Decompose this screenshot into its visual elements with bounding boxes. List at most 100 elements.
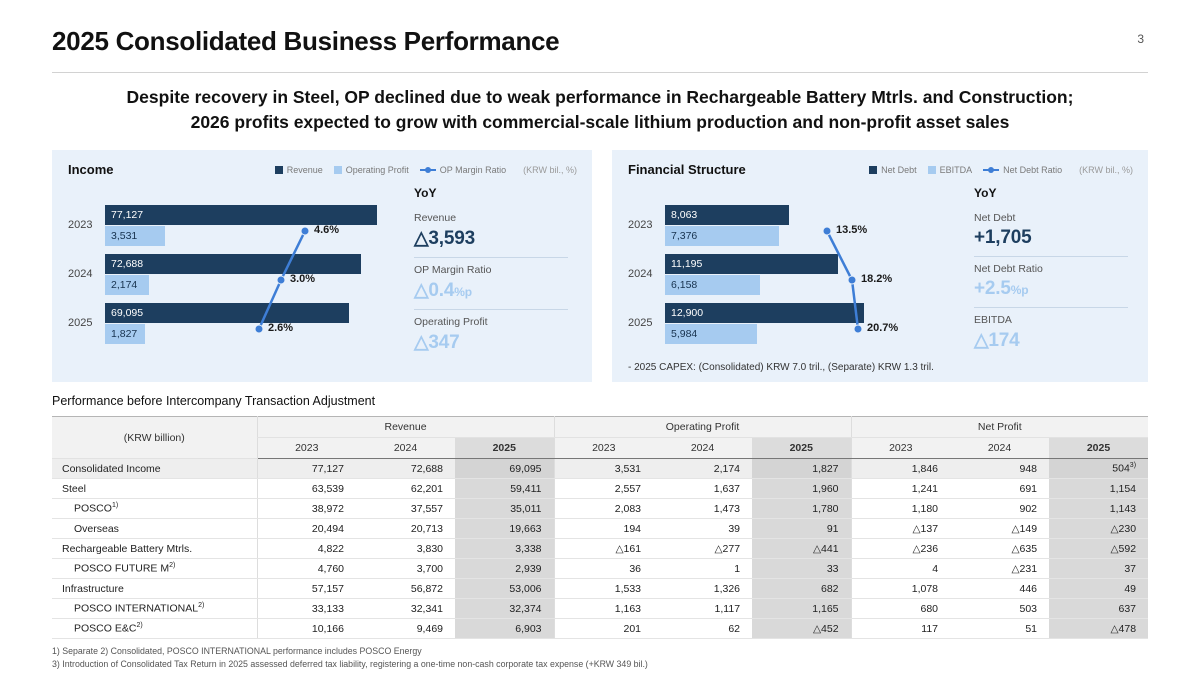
table-cell: 117 — [850, 618, 951, 639]
table-cell: 33,133 — [256, 598, 356, 619]
table-cell: △478 — [1049, 618, 1149, 639]
performance-table-section: Performance before Intercompany Transact… — [52, 394, 1149, 671]
table-cell: 37,557 — [356, 498, 455, 519]
table-row: Consolidated Income 77,127 72,688 69,095 3,5… — [52, 458, 1149, 479]
yoy-label: Operating Profit — [414, 316, 488, 328]
bar-primary: 8,063 — [665, 205, 789, 225]
income-chart: 2023 77,127 3,531 2024 72,688 2,174 2025 69,095… — [52, 200, 408, 360]
group-header: Operating Profit — [553, 416, 852, 438]
footnotes: 1) Separate 2) Consolidated, POSCO INTER… — [52, 645, 1148, 671]
table-cell: △236 — [850, 538, 951, 559]
financial-structure-panel: Financial Structure Net Debt EBITDA Net … — [612, 150, 1148, 382]
year-header: 2024 — [356, 437, 455, 459]
revenue-swatch-icon — [274, 166, 283, 174]
header-divider — [52, 72, 1148, 73]
table-row: POSCO1) 38,972 37,557 35,011 2,083 1,473 1,780… — [52, 498, 1149, 519]
legend-label-revenue: Revenue — [286, 165, 323, 175]
yoy-value: △347 — [414, 332, 460, 353]
bar-primary: 12,900 — [665, 303, 864, 323]
label-superscript: 2) — [198, 602, 205, 610]
bar-primary: 69,095 — [105, 303, 349, 323]
table-cell: 38,972 — [256, 498, 356, 519]
label-superscript: 1) — [111, 502, 119, 510]
table-cell: 691 — [950, 478, 1050, 499]
bar-value: 8,063 — [671, 209, 698, 221]
ratio-value-label: 18.2% — [861, 273, 893, 285]
table-cell: 62,201 — [356, 478, 455, 499]
ratio-dot — [847, 275, 857, 285]
divider — [974, 307, 1128, 308]
legend-label-ebitda: EBITDA — [939, 165, 973, 175]
table-cell: 1 — [653, 558, 753, 579]
divider — [414, 257, 568, 258]
fs-unit-label: (KRW bil., %) — [1079, 165, 1133, 175]
year-header: 2025 — [752, 437, 852, 459]
legend-item-net-debt: Net Debt — [869, 165, 917, 175]
bar-value: 2,174 — [111, 279, 138, 291]
table-row: POSCO E&C2) 10,166 9,469 6,903 201 62 △452 117 5… — [52, 618, 1149, 639]
table-row: Steel 63,539 62,201 59,411 2,557 1,637 1,960 1,… — [52, 478, 1149, 499]
table-cell: 1,827 — [752, 458, 852, 479]
bar-value: 12,900 — [671, 307, 704, 319]
yoy-label: Net Debt — [974, 212, 1016, 224]
table-cell: 33 — [752, 558, 852, 579]
yoy-item: EBITDA △174 — [974, 308, 1128, 359]
capex-note: - 2025 CAPEX: (Consolidated) KRW 7.0 tri… — [628, 362, 934, 373]
table-cell: 1,533 — [553, 578, 654, 599]
table-cell: 1,326 — [653, 578, 753, 599]
table-cell: 10,166 — [256, 618, 356, 639]
table-cell: 4,760 — [256, 558, 356, 579]
table-cell: △161 — [553, 538, 654, 559]
table-cell: 1,241 — [850, 478, 951, 499]
bar-secondary: 7,376 — [665, 226, 779, 246]
table-cell: 3,531 — [553, 458, 654, 479]
table-body: Consolidated Income 77,127 72,688 69,095 3,5… — [52, 458, 1149, 639]
row-label: Steel — [52, 478, 257, 499]
table-cell: 3,338 — [455, 538, 555, 559]
yoy-label: Net Debt Ratio — [974, 263, 1043, 275]
bar-value: 3,531 — [111, 230, 138, 242]
value-superscript: 3) — [1129, 462, 1137, 470]
bar-value: 5,984 — [671, 328, 698, 340]
table-cell: △277 — [653, 538, 753, 559]
table-cell: 1,165 — [752, 598, 852, 619]
table-cell: 49 — [1049, 578, 1149, 599]
table-cell: 446 — [950, 578, 1050, 599]
row-label: POSCO FUTURE M2) — [52, 558, 257, 579]
table-cell: △231 — [950, 558, 1050, 579]
yoy-value: +1,705 — [974, 227, 1032, 248]
bar-secondary: 3,531 — [105, 226, 165, 246]
table-cell: 36 — [553, 558, 654, 579]
table-cell: △635 — [950, 538, 1050, 559]
table-row: Rechargeable Battery Mtrls. 4,822 3,830 3,3… — [52, 538, 1149, 559]
table-cell: 3,830 — [356, 538, 455, 559]
bar-secondary: 6,158 — [665, 275, 760, 295]
legend-item-revenue: Revenue — [274, 165, 323, 175]
ratio-value-label: 4.6% — [314, 224, 340, 236]
year-header: 2024 — [653, 437, 753, 459]
line-marker-icon — [419, 167, 436, 173]
table-cell: 682 — [752, 578, 852, 599]
legend-label-op-margin-ratio: OP Margin Ratio — [439, 165, 507, 175]
financial-structure-title: Financial Structure — [628, 162, 746, 177]
yoy-heading: YoY — [414, 186, 437, 200]
label-superscript: 2) — [169, 562, 176, 570]
yoy-item: Net Debt Ratio +2.5%p — [974, 257, 1128, 307]
subtitle-line-1: Despite recovery in Steel, OP declined d… — [126, 87, 1074, 107]
ratio-line — [254, 226, 310, 334]
year-label: 2023 — [628, 219, 653, 231]
table-section-title: Performance before Intercompany Transact… — [52, 394, 376, 408]
ratio-value-label: 13.5% — [836, 224, 868, 236]
yoy-label: EBITDA — [974, 314, 1012, 326]
table-cell: 5043) — [1049, 458, 1149, 479]
table-cell: 69,095 — [455, 458, 555, 479]
table-row: POSCO FUTURE M2) 4,760 3,700 2,939 36 1 33 4 △23… — [52, 558, 1149, 579]
legend-label-operating-profit: Operating Profit — [345, 165, 409, 175]
yoy-value-suffix: %p — [1010, 283, 1029, 297]
table-cell: 3,700 — [356, 558, 455, 579]
legend-item-ebitda: EBITDA — [927, 165, 973, 175]
bar-primary: 72,688 — [105, 254, 361, 274]
table-cell: △149 — [950, 518, 1050, 539]
table-cell: △230 — [1049, 518, 1149, 539]
subtitle-line-2: 2026 profits expected to grow with comme… — [190, 112, 1010, 132]
